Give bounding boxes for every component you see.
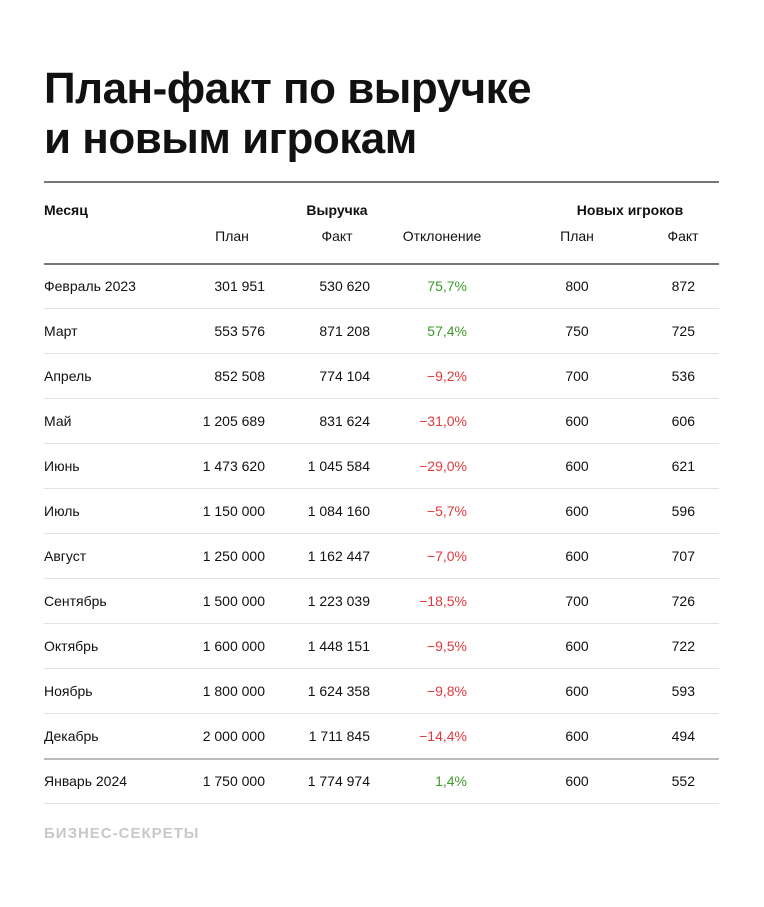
cell: 1 045 584 [307,458,370,474]
cell: 1 500 000 [202,593,265,609]
deviation: −14,4% [419,728,467,744]
cell: 1 448 151 [307,638,370,654]
cell: 494 [671,728,695,744]
cell: 1 205 689 [202,413,265,429]
cell: 600 [565,773,589,789]
sub-header: Факт [667,228,699,244]
row-divider [44,308,719,309]
cell: 700 [565,368,589,384]
cell: 600 [565,458,589,474]
row-divider [44,623,719,624]
cell: 1 162 447 [307,548,370,564]
row-divider [44,488,719,489]
cell: 600 [565,638,589,654]
cell: 1 473 620 [202,458,265,474]
sub-header: Факт [321,228,353,244]
deviation: −18,5% [419,593,467,609]
month: Ноябрь [44,683,93,699]
row-divider [44,668,719,669]
row-divider [44,533,719,534]
cell: 871 208 [319,323,370,339]
cell: 530 620 [319,278,370,294]
month: Май [44,413,72,429]
deviation: −29,0% [419,458,467,474]
cell: 1 750 000 [202,773,265,789]
cell: 1 624 358 [307,683,370,699]
cell: 1 084 160 [307,503,370,519]
deviation: −9,8% [426,683,467,699]
row-divider [44,758,719,760]
deviation: 75,7% [427,278,467,294]
group-header: Новых игроков [576,202,684,218]
cell: 1 250 000 [202,548,265,564]
cell: 725 [671,323,695,339]
cell: 301 951 [214,278,265,294]
cell: 596 [671,503,695,519]
cell: 1 150 000 [202,503,265,519]
cell: 2 000 000 [202,728,265,744]
divider [44,263,719,265]
cell: 600 [565,548,589,564]
month: Октябрь [44,638,99,654]
cell: 600 [565,683,589,699]
cell: 600 [565,503,589,519]
cell: 700 [565,593,589,609]
deviation: 57,4% [427,323,467,339]
row-divider [44,443,719,444]
divider [44,181,719,183]
month: Март [44,323,78,339]
cell: 722 [671,638,695,654]
month: Январь 2024 [44,773,128,789]
title-line: План-факт по выручке [44,64,532,113]
row-divider [44,353,719,354]
deviation: −9,5% [426,638,467,654]
cell: 621 [671,458,695,474]
row-divider [44,803,719,804]
title: План-факт по выручке и новым игрокам [44,64,532,164]
cell: 750 [565,323,589,339]
sub-header: Отклонение [402,228,482,244]
cell: 1 800 000 [202,683,265,699]
cell: 872 [671,278,695,294]
sub-header: План [560,228,594,244]
cell: 553 576 [214,323,265,339]
cell: 852 508 [214,368,265,384]
row-divider [44,398,719,399]
cell: 831 624 [319,413,370,429]
cell: 552 [671,773,695,789]
group-header: Месяц [44,202,88,218]
month: Декабрь [44,728,99,744]
cell: 707 [671,548,695,564]
group-header: Выручка [306,202,368,218]
brand: БИЗНЕС-СЕКРЕТЫ [44,825,200,842]
cell: 600 [565,728,589,744]
month: Февраль 2023 [44,278,136,294]
deviation: −31,0% [419,413,467,429]
month: Июнь [44,458,80,474]
title-line: и новым игрокам [44,114,417,163]
month: Апрель [44,368,92,384]
month: Август [44,548,87,564]
cell: 1 223 039 [307,593,370,609]
deviation: 1,4% [435,773,467,789]
cell: 600 [565,413,589,429]
cell: 1 711 845 [308,728,370,744]
cell: 593 [671,683,695,699]
deviation: −9,2% [426,368,467,384]
row-divider [44,578,719,579]
cell: 726 [671,593,695,609]
deviation: −5,7% [426,503,467,519]
month: Сентябрь [44,593,107,609]
cell: 536 [671,368,695,384]
cell: 800 [565,278,589,294]
cell: 774 104 [319,368,370,384]
deviation: −7,0% [426,548,467,564]
cell: 606 [671,413,695,429]
sub-header: План [215,228,249,244]
cell: 1 600 000 [202,638,265,654]
row-divider [44,713,719,714]
month: Июль [44,503,80,519]
cell: 1 774 974 [307,773,370,789]
